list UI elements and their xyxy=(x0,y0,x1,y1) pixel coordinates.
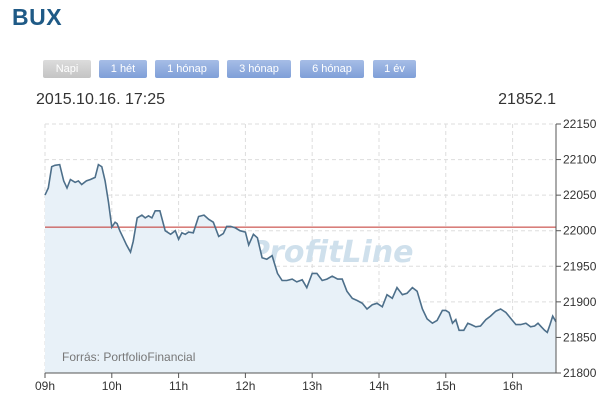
axes: 21800 21850 21900 21950 22000 22050 22100 22150… xyxy=(35,117,597,393)
y-tick-label: 21850 xyxy=(563,330,597,344)
x-tick-label: 15h xyxy=(436,379,456,393)
y-tick-label: 22050 xyxy=(563,188,597,202)
quote-last-value: 21852.1 xyxy=(498,91,556,108)
x-tick-label: 12h xyxy=(235,379,255,393)
y-tick-label: 21800 xyxy=(563,366,597,380)
x-tick-label: 14h xyxy=(369,379,389,393)
tab-6-honap[interactable]: 6 hónap xyxy=(300,60,364,78)
x-tick-label: 11h xyxy=(169,379,188,393)
tab-1-het[interactable]: 1 hét xyxy=(99,60,147,78)
y-tick-label: 22100 xyxy=(563,153,597,167)
y-tick-label: 21900 xyxy=(563,295,597,309)
tab-1-honap[interactable]: 1 hónap xyxy=(155,60,219,78)
price-area xyxy=(45,164,556,373)
y-tick-label: 21950 xyxy=(563,259,597,273)
tab-3-honap[interactable]: 3 hónap xyxy=(227,60,291,78)
y-tick-label: 22150 xyxy=(563,117,597,131)
price-line xyxy=(44,163,557,334)
source-note: Forrás: PortfolioFinancial xyxy=(62,350,195,364)
x-tick-label: 09h xyxy=(35,379,55,393)
tab-1-ev[interactable]: 1 év xyxy=(373,60,416,78)
page-title: BUX xyxy=(12,4,63,30)
tab-napi[interactable]: Napi xyxy=(43,60,91,78)
quote-datetime: 2015.10.16. 17:25 xyxy=(36,91,166,108)
y-tick-label: 22000 xyxy=(563,224,597,238)
x-tick-label: 10h xyxy=(102,379,122,393)
watermark-logo: ProfitLine xyxy=(248,235,414,270)
x-tick-label: 13h xyxy=(302,379,322,393)
x-tick-label: 16h xyxy=(503,379,523,393)
